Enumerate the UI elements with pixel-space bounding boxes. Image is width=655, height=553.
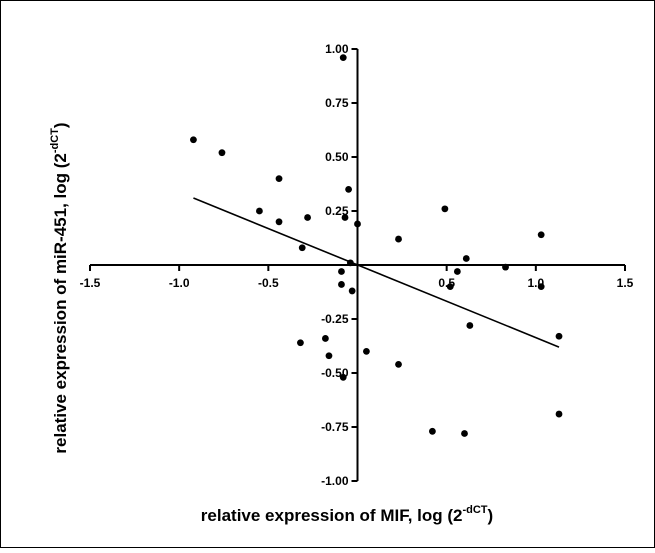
x-axis-title-end: ) [488,506,494,525]
data-point [190,136,197,144]
data-point [297,339,304,347]
data-point [537,283,545,290]
data-point [555,332,563,340]
data-point [502,263,509,271]
data-point [345,186,352,193]
data-point [339,373,347,381]
data-point [446,283,454,290]
data-point [338,268,345,275]
y-tick-label: 1.00 [325,42,349,56]
data-point [461,430,468,437]
data-point [363,348,370,355]
regression-line-group [193,197,560,348]
x-tick-label: -1.0 [169,276,190,290]
y-axis-title: relative expression of miR-451, log (2-d… [49,122,70,453]
x-tick-label: -1.5 [80,276,101,290]
y-tick-label: 0.75 [325,96,349,110]
data-point [395,360,402,368]
y-axis-title-main: relative expression of miR-451, log (2 [51,153,70,453]
data-point [462,255,470,262]
regression-line [193,197,560,348]
data-point [354,220,361,228]
data-point [341,214,349,221]
data-point [322,335,329,342]
data-point [304,214,311,221]
x-axis-title-sup: -dCT [462,504,487,516]
y-axis-title-end: ) [51,122,70,128]
y-tick-label: -0.25 [321,312,349,326]
data-point [348,287,356,295]
y-tick-label: -0.75 [321,420,349,434]
x-tick-label: -0.5 [258,276,279,290]
x-axis-title-main: relative expression of MIF, log (2 [201,506,463,525]
x-axis-title: relative expression of MIF, log (2-dCT) [201,504,493,525]
x-tick-label: 1.5 [617,276,634,290]
data-point [429,427,436,435]
data-point [275,175,283,183]
data-point [325,352,333,360]
y-tick-label: 0.50 [325,150,349,164]
data-point [275,218,283,226]
y-tick-label: 0.25 [325,204,349,218]
data-point [555,410,563,418]
data-points [190,54,563,437]
data-point [256,207,263,215]
data-point [537,231,545,239]
data-point [346,259,354,267]
y-axis-title-sup: -dCT [49,128,61,153]
data-point [453,268,461,275]
data-point [339,54,347,62]
data-point [298,244,306,252]
data-point [441,205,449,213]
data-point [395,235,402,243]
data-point [218,149,226,157]
data-point [338,281,345,288]
data-point [466,322,474,329]
y-tick-label: -1.00 [321,474,349,488]
